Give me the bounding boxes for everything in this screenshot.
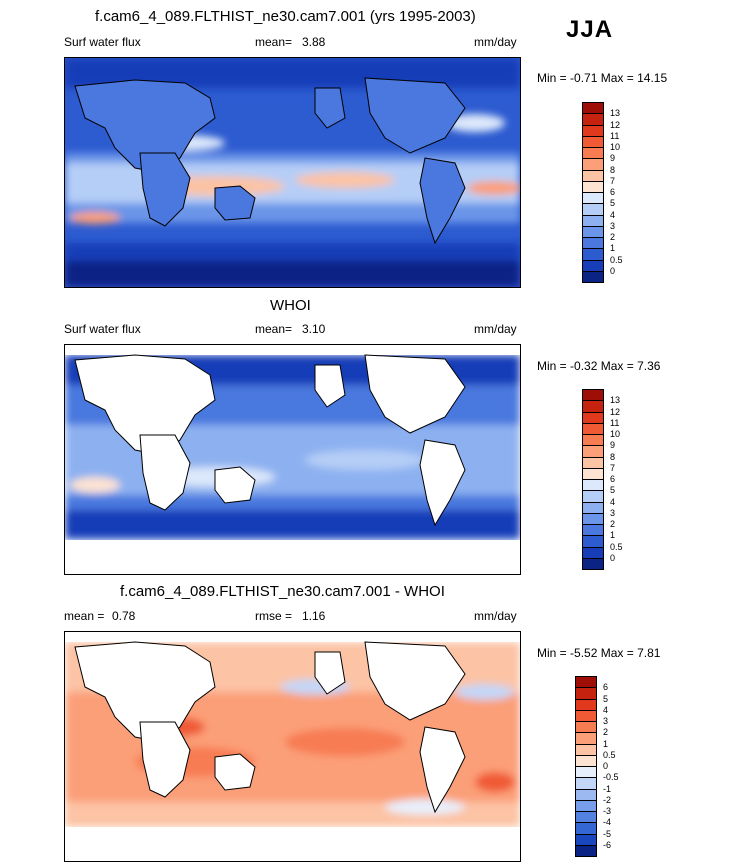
colorbar-tick-label: -4 (603, 817, 612, 828)
panel2-min-value: -0.32 (570, 359, 598, 373)
panel2-title: WHOI (270, 297, 311, 314)
colorbar-tick-label: 5 (610, 198, 616, 209)
colorbar-tick-label: 0.5 (603, 749, 616, 760)
colorbar-tick-label: -1 (603, 783, 612, 794)
panel3-min-value: -5.52 (570, 646, 598, 660)
colorbar-tick-label: 7 (610, 462, 616, 473)
panel2-mean-value: 3.10 (302, 322, 326, 336)
panel3-mean-value: 0.78 (112, 609, 136, 623)
colorbar-tick-label: -2 (603, 794, 612, 805)
panel3-mean-label: mean = (64, 609, 105, 623)
panel1-variable-label: Surf water flux (64, 35, 141, 49)
colorbar-tick-label: 4 (603, 704, 609, 715)
colorbar-tick-label: 10 (610, 429, 621, 439)
colorbar-tick-label: 1 (610, 243, 616, 254)
panel1-min-max: Min = -0.71 Max = 14.15 (537, 71, 667, 85)
panel1-max-label: Max = (600, 71, 634, 85)
panel2-max-label: Max = (600, 359, 634, 373)
panel3-colorbar: 6 5 4 3 2 1 0.5 0 -0.5 -1 -2 -3 -4 -5 -6 (575, 676, 635, 857)
colorbar-tick-label: 0.5 (610, 541, 623, 552)
colorbar-tick-label: 10 (610, 142, 621, 152)
colorbar-tick-label: 5 (603, 693, 609, 704)
colorbar-tick-label: 8 (610, 451, 616, 462)
colorbar-tick-label: 3 (603, 716, 609, 726)
colorbar-tick-label: 3 (610, 507, 616, 518)
panel1-max-value: 14.15 (637, 71, 668, 85)
panel2-min-label: Min = (537, 359, 567, 373)
colorbar-tick-label: -3 (603, 806, 612, 816)
colorbar-tick-label: 9 (610, 153, 616, 164)
panel3-min-label: Min = (537, 646, 567, 660)
colorbar-tick-label: 0.5 (610, 254, 623, 265)
panel2-mean-label: mean= (255, 322, 293, 336)
panel2-min-max: Min = -0.32 Max = 7.36 (537, 359, 660, 373)
panel3-units: mm/day (474, 609, 517, 623)
panel2-max-value: 7.36 (637, 359, 661, 373)
panel3-rmse-label: rmse = (255, 609, 293, 623)
panel2-units: mm/day (474, 322, 517, 336)
colorbar-tick-label: 12 (610, 406, 621, 417)
colorbar-tick-label: 11 (610, 417, 620, 428)
panel1-map (64, 57, 521, 288)
colorbar-tick-label: 2 (610, 519, 616, 529)
panel3-title: f.cam6_4_089.FLTHIST_ne30.cam7.001 - WHO… (120, 583, 445, 600)
colorbar-tick-label: 6 (603, 682, 609, 693)
colorbar-tick-label: 9 (610, 440, 616, 451)
colorbar-tick-label: 3 (610, 220, 616, 231)
colorbar-tick-label: 1 (610, 530, 616, 541)
panel2-colorbar: 13 12 11 10 9 8 7 6 5 4 3 2 1 0.5 0 (582, 389, 642, 570)
panel1-mean-value: 3.88 (302, 35, 326, 49)
colorbar-tick-label: 13 (610, 108, 621, 119)
colorbar-swatch (582, 557, 604, 570)
colorbar-tick-label: 8 (610, 164, 616, 175)
colorbar-tick-label: 2 (603, 727, 609, 738)
colorbar-tick-label: 6 (610, 187, 616, 197)
colorbar-tick-label: 7 (610, 175, 616, 186)
colorbar-tick-label: 4 (610, 209, 616, 220)
panel1-title: f.cam6_4_089.FLTHIST_ne30.cam7.001 (yrs … (95, 8, 476, 25)
panel3-max-value: 7.81 (637, 646, 661, 660)
panel2-variable-label: Surf water flux (64, 322, 141, 336)
colorbar-tick-label: 0 (603, 761, 609, 771)
panel1-min-value: -0.71 (570, 71, 598, 85)
panel1-mean-label: mean= (255, 35, 293, 49)
colorbar-tick-label: 0 (610, 552, 616, 563)
colorbar-tick-label: 6 (610, 474, 616, 484)
colorbar-swatch (575, 844, 597, 857)
colorbar-tick-label: 4 (610, 496, 616, 507)
colorbar-tick-label: 2 (610, 232, 616, 242)
colorbar-tick-label: 5 (610, 485, 616, 496)
colorbar-tick-label: 11 (610, 130, 620, 141)
colorbar-tick-label: 0 (610, 265, 616, 276)
colorbar-swatch (582, 270, 604, 283)
colorbar-tick-label: -6 (603, 839, 612, 850)
colorbar-tick-label: -0.5 (603, 772, 619, 783)
panel3-map (64, 631, 521, 862)
panel1-colorbar: 13 12 11 10 9 8 7 6 5 4 3 2 1 0.5 0 (582, 102, 642, 283)
panel1-units: mm/day (474, 35, 517, 49)
colorbar-tick-label: 12 (610, 119, 621, 130)
panel2-map (64, 344, 521, 575)
colorbar-tick-label: 1 (603, 738, 609, 749)
panel1-min-label: Min = (537, 71, 567, 85)
colorbar-tick-label: 13 (610, 395, 621, 406)
panel3-rmse-value: 1.16 (302, 609, 326, 623)
panel3-max-label: Max = (600, 646, 634, 660)
colorbar-tick-label: -5 (603, 828, 612, 839)
panel3-min-max: Min = -5.52 Max = 7.81 (537, 646, 660, 660)
season-label: JJA (566, 16, 614, 43)
